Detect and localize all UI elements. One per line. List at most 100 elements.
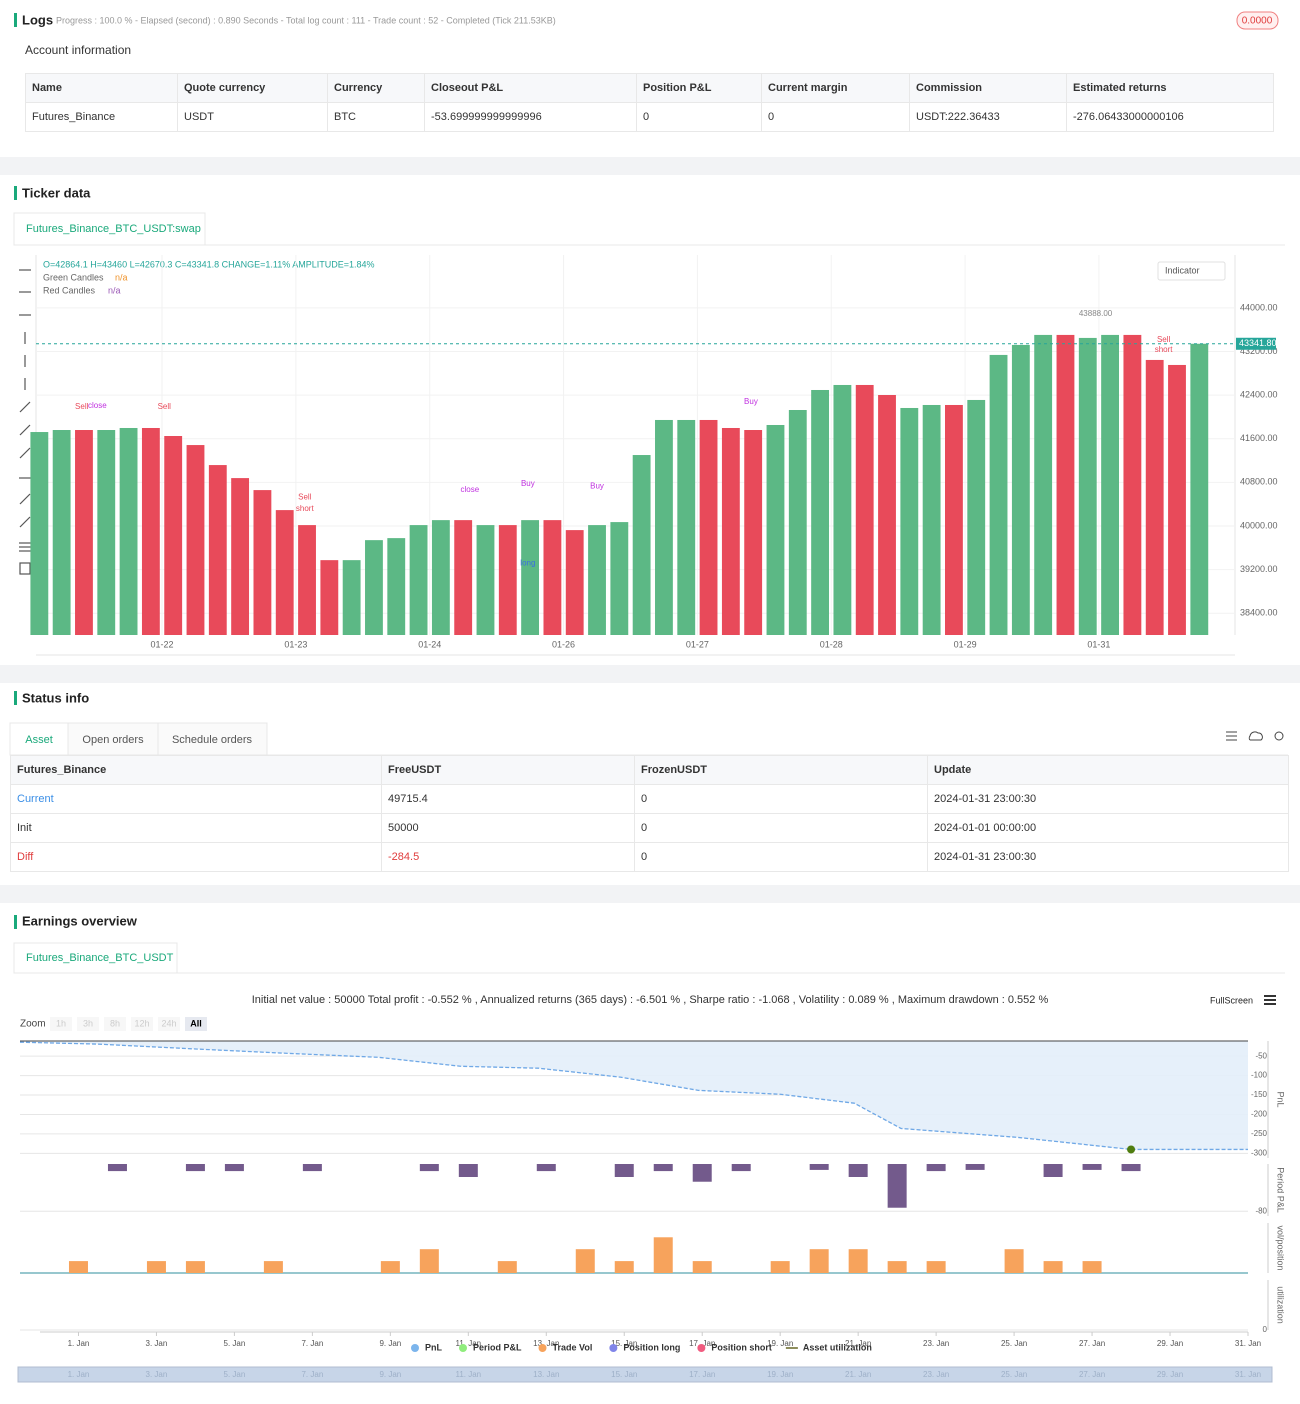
zoom-button-label[interactable]: 3h — [83, 1018, 93, 1028]
x-tick-label: 1. Jan — [68, 1339, 90, 1348]
x-tick-label: 3. Jan — [146, 1339, 168, 1348]
tab[interactable] — [157, 722, 268, 756]
tab-label[interactable]: Open orders — [82, 734, 144, 746]
legend-symbol[interactable] — [697, 1344, 706, 1352]
table-row: Init 50000 0 2024-01-01 00:00:00 — [10, 813, 1289, 843]
legend-value: n/a — [108, 285, 121, 295]
zoom-button[interactable] — [104, 1017, 126, 1031]
trade-signal: Sell — [75, 402, 89, 411]
status-tools[interactable] — [1226, 731, 1284, 741]
x-tick-label: 7. Jan — [301, 1339, 323, 1348]
candle — [208, 465, 227, 635]
legend-label[interactable]: Position short — [711, 1342, 772, 1352]
legend-symbol[interactable] — [459, 1344, 467, 1352]
title-marker — [14, 691, 17, 705]
table-cell: -53.699999999999996 — [424, 102, 637, 132]
bar — [887, 1261, 907, 1273]
indicator-label[interactable]: Indicator — [1165, 265, 1200, 275]
ticker-tab[interactable] — [13, 212, 206, 246]
tab-label[interactable]: Asset — [25, 734, 53, 746]
table: Name Quote currency Currency Closeout P&L Po… — [25, 73, 1274, 132]
legend-label[interactable]: PnL — [425, 1342, 443, 1352]
drawing-toolbar[interactable] — [19, 269, 31, 575]
ohlc-info: O=42864.1 H=43460 L=42670.3 C=43341.8 CH… — [43, 259, 375, 269]
pnl-area — [20, 1041, 1248, 1150]
indicator-button[interactable] — [1157, 261, 1226, 281]
zoom-button[interactable] — [77, 1017, 99, 1031]
legend-symbol[interactable] — [538, 1344, 547, 1352]
x-tick-label: 23. Jan — [923, 1339, 949, 1348]
bar — [926, 1164, 946, 1172]
zoom-button-label[interactable]: 12h — [134, 1018, 149, 1028]
tab[interactable] — [9, 722, 69, 756]
y-tick-label: 39200.00 — [1240, 564, 1278, 574]
trade-signal: short — [296, 504, 315, 513]
x-tick-label: 19. Jan — [767, 1339, 793, 1348]
table-cell: 0 — [634, 813, 928, 843]
candle — [1034, 334, 1053, 635]
candle — [655, 419, 673, 635]
section-gap — [0, 157, 1300, 175]
pnl-marker — [1127, 1145, 1136, 1154]
menu-icon[interactable] — [1264, 995, 1276, 1005]
axis-title: utilization — [1276, 1286, 1286, 1324]
zoom-button-label[interactable]: 24h — [161, 1018, 176, 1028]
trade-signal: short — [1155, 345, 1174, 354]
trade-signal: long — [520, 558, 535, 567]
badge-text: 0.0000 — [1242, 16, 1273, 27]
x-tick-label: 01-29 — [954, 639, 977, 649]
candle — [878, 395, 896, 635]
candle — [945, 404, 963, 635]
tab-label[interactable]: Schedule orders — [172, 734, 253, 746]
y-tick-label: -150 — [1251, 1090, 1268, 1099]
zoom-button[interactable] — [131, 1017, 153, 1031]
x-tick-label: 17. Jan — [689, 1339, 715, 1348]
legend-label[interactable]: Period P&L — [473, 1342, 522, 1352]
candle — [298, 525, 316, 635]
navigator-label: 3. Jan — [146, 1370, 168, 1379]
candle — [320, 560, 339, 635]
table-cell: Init — [10, 813, 382, 843]
bar — [965, 1164, 985, 1170]
y-tick-label: 0 — [1263, 1325, 1268, 1334]
table-cell: 49715.4 — [381, 784, 635, 814]
legend-label[interactable]: Position long — [623, 1342, 680, 1352]
fullscreen[interactable]: FullScreen — [1210, 995, 1253, 1005]
candle — [52, 430, 71, 635]
zoom-button-label[interactable]: All — [190, 1018, 202, 1028]
column-header: Commission — [909, 73, 1067, 103]
ticker-tab-label[interactable]: Futures_Binance_BTC_USDT:swap — [26, 223, 201, 235]
column-header: Quote currency — [177, 73, 328, 103]
table-cell: USDT — [177, 102, 328, 132]
trade-signal: close — [461, 485, 480, 494]
x-tick-label: 25. Jan — [1001, 1339, 1027, 1348]
x-tick-label: 01-24 — [418, 639, 441, 649]
legend-label[interactable]: Trade Vol — [553, 1342, 593, 1352]
zoom-button[interactable] — [185, 1017, 207, 1031]
bar — [1082, 1164, 1102, 1170]
table-row: Diff -284.5 0 2024-01-31 23:00:30 — [10, 842, 1289, 872]
candle — [387, 538, 406, 635]
title-marker — [14, 13, 17, 27]
zoom-button-label[interactable]: 1h — [56, 1018, 66, 1028]
navigator[interactable] — [17, 1366, 1273, 1383]
x-tick-label: 21. Jan — [845, 1339, 871, 1348]
column-header: Name — [25, 73, 178, 103]
candle — [498, 525, 517, 635]
earnings-tab[interactable] — [13, 942, 178, 974]
candle — [1056, 334, 1075, 635]
legend-symbol[interactable] — [609, 1344, 618, 1352]
y-tick-label: -100 — [1251, 1071, 1268, 1080]
legend-label[interactable]: Asset utilization — [803, 1342, 872, 1352]
bar — [770, 1261, 790, 1273]
zoom-button[interactable] — [158, 1017, 180, 1031]
zoom-button[interactable] — [50, 1017, 72, 1031]
max-mark: 43888.00 — [1079, 309, 1113, 318]
legend-symbol[interactable] — [411, 1344, 419, 1352]
bar — [1043, 1164, 1063, 1177]
earnings-tab-label[interactable]: Futures_Binance_BTC_USDT — [26, 952, 174, 964]
candle — [588, 525, 606, 635]
title-marker — [14, 915, 17, 929]
zoom-button-label[interactable]: 8h — [110, 1018, 120, 1028]
